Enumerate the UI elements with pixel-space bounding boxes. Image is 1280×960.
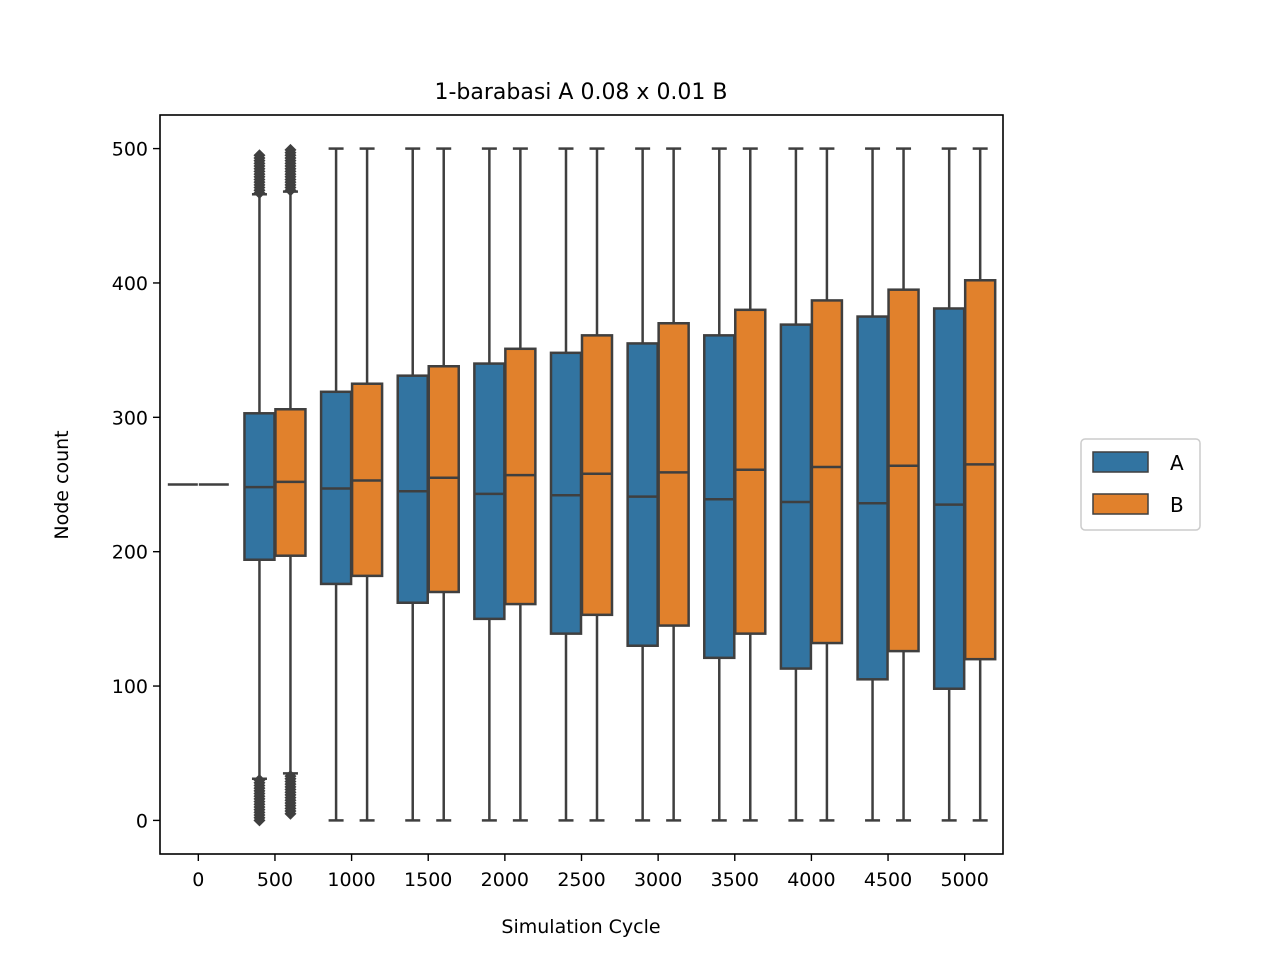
legend-swatch-B: [1092, 493, 1149, 515]
x-axis: 0 500 1000 1500 2000 2500 3000 3500 4000 4500 5000: [192, 854, 989, 891]
x-tick-label: 1500: [404, 869, 452, 891]
box-A-4000: [779, 147, 813, 822]
outlier-marker: [253, 149, 266, 162]
box-A-3500: [703, 147, 736, 822]
iqr-box: [549, 351, 583, 635]
box-B-1000: [350, 147, 384, 822]
box-A-3000: [626, 147, 659, 822]
iqr-box: [734, 308, 767, 635]
iqr-box: [810, 299, 844, 645]
box-A-2000: [473, 147, 506, 822]
iqr-box: [504, 347, 537, 606]
x-tick-label: 4000: [787, 869, 835, 891]
legend-swatch-A: [1092, 451, 1149, 473]
box-B-1500: [427, 147, 460, 822]
y-tick-label: 200: [112, 542, 148, 564]
x-axis-label: Simulation Cycle: [501, 916, 660, 938]
y-axis-label: Node count: [51, 430, 73, 539]
x-tick-label: 4500: [864, 869, 912, 891]
box-B-4000: [810, 147, 844, 822]
iqr-box: [703, 334, 736, 660]
x-tick-label: 3500: [711, 869, 759, 891]
x-tick-label: 3000: [634, 869, 682, 891]
iqr-box: [779, 323, 813, 670]
iqr-box: [427, 365, 460, 594]
box-B-2500: [580, 147, 614, 822]
box-A-4500: [856, 147, 889, 822]
outlier-marker: [253, 774, 266, 787]
box-A-1000: [319, 147, 353, 822]
legend-label-B: B: [1170, 493, 1184, 517]
iqr-box: [580, 334, 614, 617]
y-tick-label: 0: [136, 810, 148, 832]
y-axis: 0 100 200 300 400 500: [112, 139, 160, 832]
outlier-marker: [284, 143, 297, 156]
chart-title: 1-barabasi A 0.08 x 0.01 B: [434, 80, 727, 105]
box-A-5000: [932, 147, 966, 822]
y-tick-label: 500: [112, 139, 148, 161]
box-B-3500: [734, 147, 767, 822]
x-tick-label: 500: [257, 869, 293, 891]
x-tick-label: 2000: [481, 869, 529, 891]
iqr-box: [856, 315, 889, 681]
x-tick-label: 2500: [557, 869, 605, 891]
box-A-500: [243, 149, 276, 827]
plot-area: [167, 143, 997, 827]
outlier-marker: [284, 770, 297, 783]
iqr-box: [657, 322, 690, 627]
y-tick-label: 400: [112, 273, 148, 295]
box-A-1500: [396, 147, 429, 822]
x-tick-label: 5000: [941, 869, 989, 891]
x-tick-label: 1000: [327, 869, 375, 891]
iqr-box: [887, 288, 920, 653]
box-B-500: [274, 143, 307, 820]
legend: AB: [1080, 438, 1201, 531]
box-B-4500: [887, 147, 920, 822]
y-tick-label: 100: [112, 676, 148, 698]
iqr-box: [963, 279, 997, 661]
iqr-box: [473, 362, 506, 621]
x-tick-label: 0: [192, 869, 204, 891]
legend-label-A: A: [1170, 451, 1184, 475]
box-A-2500: [549, 147, 583, 822]
iqr-box: [396, 374, 429, 604]
y-tick-label: 300: [112, 407, 148, 429]
box-B-3000: [657, 147, 690, 822]
iqr-box: [932, 307, 966, 690]
box-B-2000: [504, 147, 537, 822]
box-B-5000: [963, 147, 997, 822]
iqr-box: [626, 342, 659, 647]
